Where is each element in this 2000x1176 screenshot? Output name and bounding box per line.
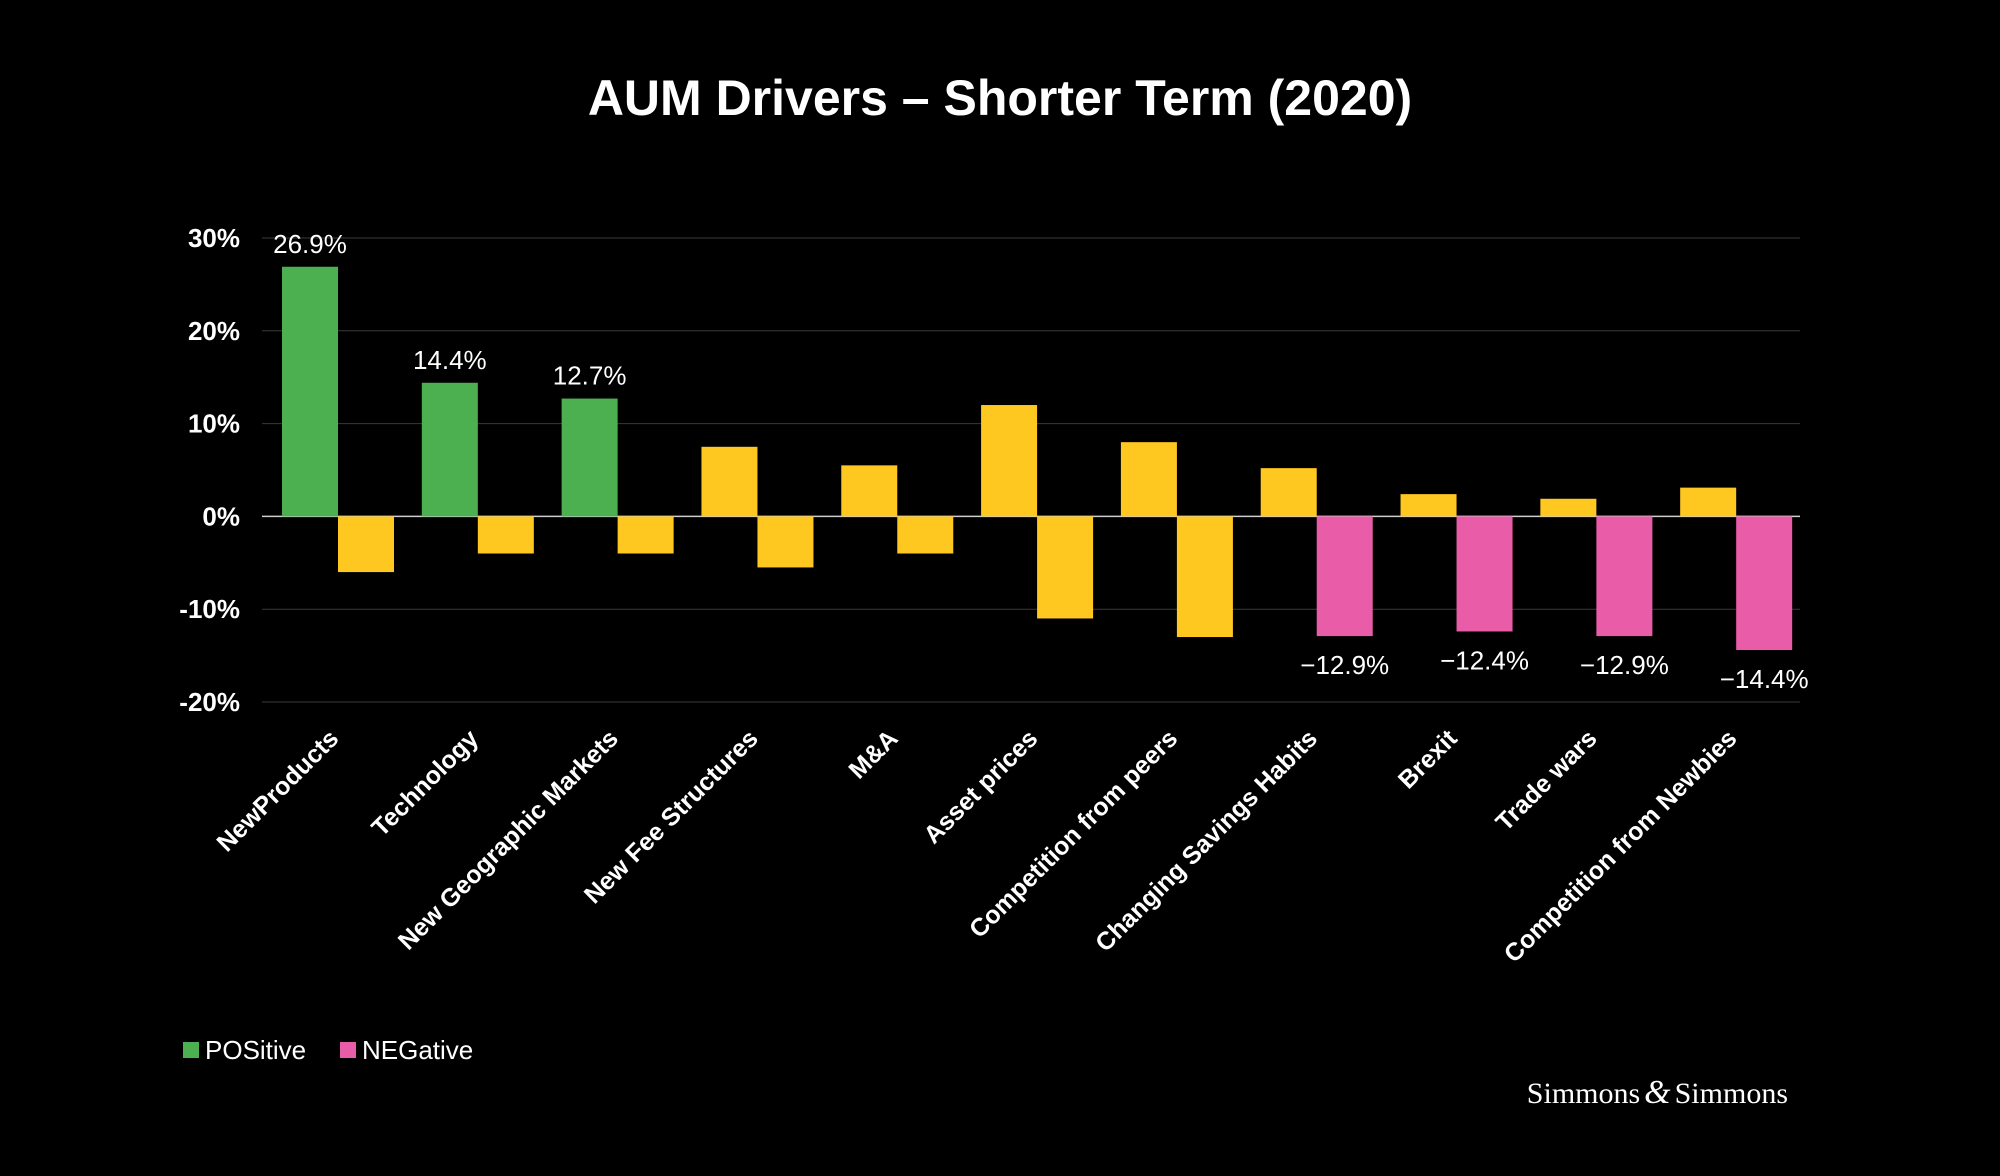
x-tick-label: NewProducts bbox=[211, 724, 344, 857]
bar-positive bbox=[841, 465, 898, 517]
brand-ampersand: & bbox=[1644, 1074, 1671, 1111]
bar-negative bbox=[897, 516, 954, 554]
bar-negative bbox=[757, 516, 814, 568]
y-tick-label: 0% bbox=[202, 501, 240, 531]
y-tick-label: 30% bbox=[188, 223, 240, 253]
bar-negative bbox=[617, 516, 674, 554]
bar-negative bbox=[1736, 516, 1793, 651]
data-label: −12.4% bbox=[1440, 645, 1529, 675]
brand-right: Simmons bbox=[1675, 1077, 1788, 1110]
legend-swatch bbox=[183, 1042, 199, 1058]
x-tick-label: Competition from Newbies bbox=[1499, 724, 1743, 968]
bar-positive bbox=[701, 446, 758, 517]
bar-negative bbox=[1176, 516, 1233, 638]
legend-swatch bbox=[340, 1042, 356, 1058]
data-label: −12.9% bbox=[1580, 650, 1669, 680]
bar-positive bbox=[282, 266, 338, 517]
bar-negative bbox=[1456, 516, 1513, 632]
bar-positive bbox=[561, 398, 618, 517]
x-tick-label: Technology bbox=[366, 724, 484, 842]
x-tick-label: Brexit bbox=[1393, 724, 1463, 794]
brand-left: Simmons bbox=[1527, 1077, 1640, 1110]
data-labels-layer: 26.9% 14.4% 12.7% −12.9% −12.4% −12.9% −14.4% bbox=[273, 229, 1809, 694]
y-tick-label: 20% bbox=[188, 316, 240, 346]
data-label: −12.9% bbox=[1300, 650, 1389, 680]
bar-negative bbox=[1037, 516, 1094, 619]
x-tick-label: New Geographic Markets bbox=[393, 724, 624, 955]
brand-logo: Simmons & Simmons bbox=[1527, 1074, 1788, 1111]
y-tick-label: -10% bbox=[179, 594, 240, 624]
data-label: 26.9% bbox=[273, 229, 347, 259]
bar-positive bbox=[981, 405, 1038, 517]
y-tick-label: 10% bbox=[188, 409, 240, 439]
bar-positive bbox=[1120, 442, 1177, 517]
bar-positive bbox=[1680, 487, 1737, 517]
bar-negative bbox=[1316, 516, 1373, 637]
legend: POSitive NEGative bbox=[183, 1035, 473, 1065]
bar-positive bbox=[421, 382, 478, 517]
bars-layer bbox=[282, 266, 1793, 651]
y-tick-label: -20% bbox=[179, 687, 240, 717]
legend-label: NEGative bbox=[362, 1035, 473, 1065]
bar-negative bbox=[1596, 516, 1653, 637]
legend-label: POSitive bbox=[205, 1035, 306, 1065]
data-label: −14.4% bbox=[1720, 664, 1809, 694]
bar-negative bbox=[477, 516, 534, 554]
bar-negative bbox=[338, 516, 394, 573]
x-tick-label: Changing Savings Habits bbox=[1090, 724, 1323, 957]
x-tick-label: M&A bbox=[843, 724, 903, 784]
data-label: 12.7% bbox=[553, 361, 627, 391]
x-tick-label: Asset prices bbox=[918, 724, 1043, 849]
x-tick-label: Trade wars bbox=[1490, 724, 1602, 836]
bar-positive bbox=[1260, 468, 1317, 517]
bar-positive bbox=[1400, 494, 1457, 517]
bar-positive bbox=[1540, 498, 1597, 517]
chart-title: AUM Drivers – Shorter Term (2020) bbox=[588, 70, 1412, 126]
data-label: 14.4% bbox=[413, 345, 487, 375]
